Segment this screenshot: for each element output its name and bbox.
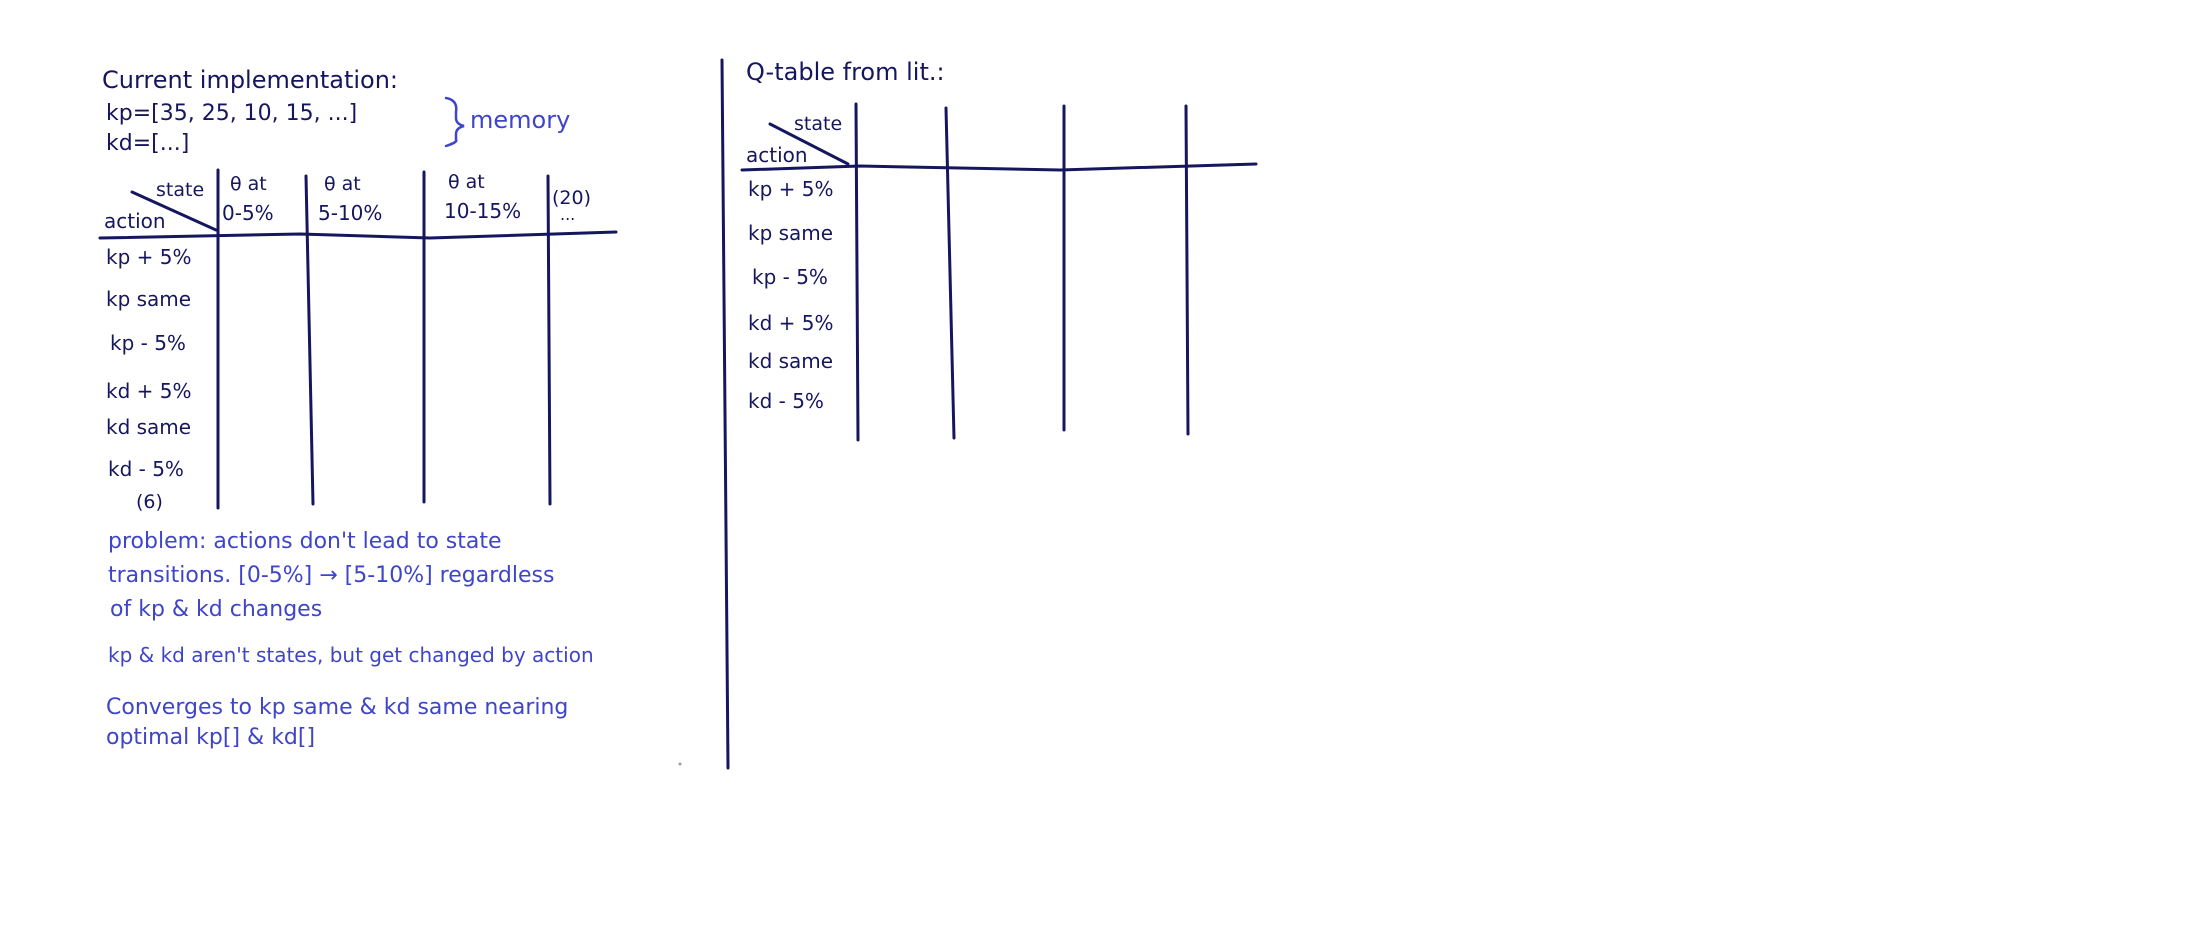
- memory-brace: [444, 96, 465, 148]
- left-col3-line2: 10-15%: [444, 199, 521, 223]
- left-corner-state: state: [156, 179, 204, 201]
- left-row-4: kd + 5%: [106, 379, 191, 403]
- left-row-1: kp + 5%: [106, 245, 191, 269]
- left-vline-2: [304, 174, 315, 506]
- left-col4-line2: ...: [560, 205, 575, 224]
- note-line-5: Converges to kp same & kd same nearing: [106, 695, 568, 720]
- left-col4-line1: (20): [552, 187, 591, 209]
- left-heading: Current implementation:: [102, 66, 398, 94]
- right-corner-diagonal: [768, 122, 850, 166]
- right-row-4: kd + 5%: [748, 311, 833, 335]
- left-corner-diagonal: [130, 190, 218, 232]
- note-line-3: of kp & kd changes: [110, 597, 322, 622]
- right-row-3: kp - 5%: [752, 265, 828, 289]
- vertical-divider: [720, 58, 730, 770]
- memory-label: memory: [470, 106, 570, 134]
- left-vline-4: [546, 174, 552, 506]
- note-line-2: transitions. [0-5%] → [5-10%] regardless: [108, 563, 554, 588]
- right-row-5: kd same: [748, 349, 833, 373]
- kd-line: kd=[...]: [106, 131, 189, 156]
- left-corner-action: action: [104, 209, 166, 233]
- note-line-6: optimal kp[] & kd[]: [106, 725, 315, 750]
- right-corner-state: state: [794, 113, 842, 135]
- left-row-3: kp - 5%: [110, 331, 186, 355]
- right-row-2: kp same: [748, 221, 833, 245]
- note-line-1: problem: actions don't lead to state: [108, 529, 502, 554]
- note-line-4: kp & kd aren't states, but get changed b…: [108, 643, 594, 667]
- right-vline-1: [854, 102, 860, 442]
- left-row-2: kp same: [106, 287, 191, 311]
- left-row-count: (6): [136, 491, 163, 513]
- right-heading: Q-table from lit.:: [746, 58, 945, 86]
- left-header-line: [98, 230, 618, 240]
- left-row-6: kd - 5%: [108, 457, 184, 481]
- left-col1-line1: θ at: [230, 173, 267, 195]
- kp-line: kp=[35, 25, 10, 15, ...]: [106, 101, 357, 126]
- right-corner-action: action: [746, 143, 808, 167]
- stray-dot: [678, 762, 682, 766]
- left-col2-line1: θ at: [324, 173, 361, 195]
- right-row-1: kp + 5%: [748, 177, 833, 201]
- left-col2-line2: 5-10%: [318, 201, 382, 225]
- right-vline-2: [944, 106, 956, 440]
- right-header-line: [740, 162, 1258, 172]
- left-row-5: kd same: [106, 415, 191, 439]
- right-row-6: kd - 5%: [748, 389, 824, 413]
- left-col1-line2: 0-5%: [222, 201, 274, 225]
- left-col3-line1: θ at: [448, 171, 485, 193]
- right-vline-4: [1184, 104, 1190, 436]
